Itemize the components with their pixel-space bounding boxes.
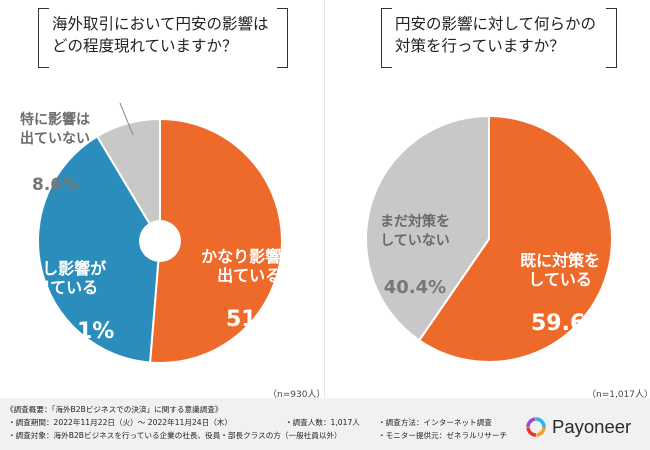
right-pie-chart bbox=[365, 114, 613, 363]
slice-label-tokuni: 特に影響は 出ていない 8.6% bbox=[20, 112, 90, 195]
footer-period: ・調査期間：2022年11月22日（火）～ 2022年11月24日（木） bbox=[8, 418, 232, 427]
bracket-right bbox=[277, 8, 288, 68]
left-question-title: 海外取引において円安の影響は どの程度現れていますか？ bbox=[52, 15, 269, 55]
footer-count: ・調査人数：1,017人 bbox=[285, 418, 360, 427]
right-pie-slice-0 bbox=[417, 114, 613, 363]
leader-line bbox=[119, 102, 134, 136]
left-pie-slice-2 bbox=[95, 117, 161, 245]
right-question-title: 円安の影響に対して何らかの 対策を行っていますか？ bbox=[395, 15, 597, 55]
right-chart-panel: 円安の影響に対して何らかの 対策を行っていますか？ 既に対策を している 59.… bbox=[325, 0, 650, 400]
slice-label-kanari: かなり影響が 出ている 51.3% bbox=[201, 247, 303, 332]
left-pie-slice-0 bbox=[148, 117, 284, 364]
slice-value-kanari: 51.3% bbox=[226, 307, 303, 332]
right-n-label: （n=1,017人） bbox=[587, 390, 650, 400]
bracket-left bbox=[38, 8, 49, 68]
left-pie-slice-1 bbox=[37, 135, 162, 364]
slice-value-tokuni: 8.6% bbox=[32, 175, 80, 195]
left-n-label: （n=930人） bbox=[268, 390, 326, 400]
slice-value-mada: 40.4% bbox=[383, 277, 447, 298]
bracket-right bbox=[606, 8, 617, 68]
footer-provider: ・モニター提供元：ゼネラルリサーチ bbox=[378, 431, 508, 440]
slice-label-sudeni: 既に対策を している 59.6% bbox=[520, 251, 608, 336]
slice-value-sukoshi: 40.1% bbox=[38, 319, 115, 344]
slice-value-sudeni: 59.6% bbox=[531, 311, 608, 336]
left-chart-panel: 海外取引において円安の影響は どの程度現れていますか？ かなり影響が 出ている … bbox=[0, 0, 326, 400]
slice-label-mada: まだ対策を していない 40.4% bbox=[380, 214, 450, 298]
payoneer-logo: Payoneer bbox=[525, 416, 631, 438]
right-question-box: 円安の影響に対して何らかの 対策を行っていますか？ bbox=[381, 8, 617, 68]
left-pie-center-hole bbox=[139, 220, 181, 262]
bracket-left bbox=[381, 8, 392, 68]
logo-text: Payoneer bbox=[552, 416, 632, 437]
slice-label-sukoshi: 少し影響が 出ている 40.1% bbox=[26, 259, 115, 344]
payoneer-ring-icon bbox=[526, 417, 546, 437]
left-question-box: 海外取引において円安の影響は どの程度現れていますか？ bbox=[38, 8, 288, 68]
footer-method: ・調査方法：インターネット調査 bbox=[378, 418, 492, 427]
right-pie-slice-1 bbox=[365, 114, 490, 342]
footer-overview: 《調査概要：「海外B2Bビジネスでの決済」に関する意識調査》 bbox=[6, 405, 223, 414]
footer-target: ・調査対象：海外B2Bビジネスを行っている企業の社長、役員・部長クラスの方（一般… bbox=[8, 431, 342, 440]
left-pie-chart bbox=[37, 117, 284, 364]
